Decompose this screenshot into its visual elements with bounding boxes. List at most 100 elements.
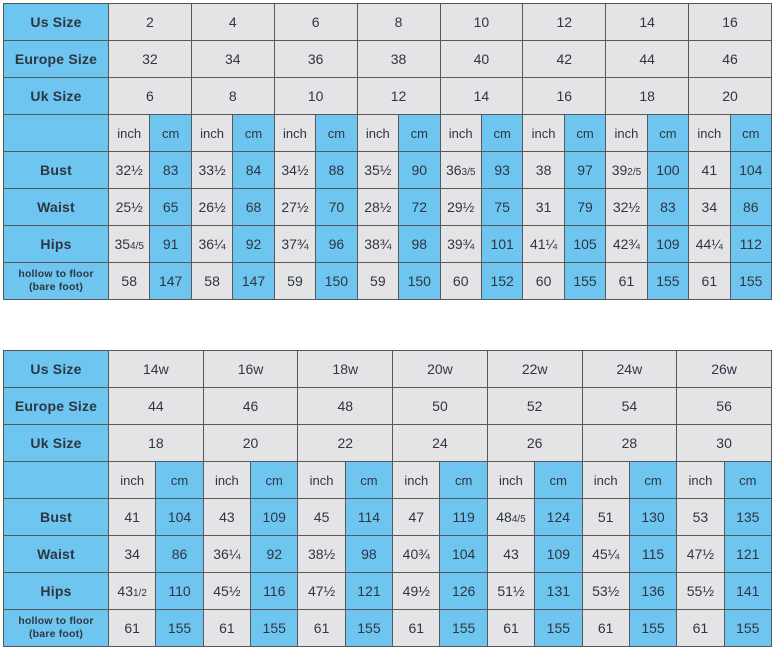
measurement-value-cell: 363/5 — [439, 151, 482, 189]
measurement-value-cell: 41 — [107, 498, 157, 536]
size-value-cell: 20 — [688, 77, 772, 115]
unit-header-cm: cm — [344, 461, 394, 499]
measurement-value-cell: 121 — [723, 535, 772, 573]
measurement-value-cell: 104 — [155, 498, 204, 536]
size-header-row: Uk Size 18 20 22 24 26 28 30 — [3, 424, 772, 462]
measurement-value-cell: 38 — [522, 151, 565, 189]
measurement-value-cell: 92 — [250, 535, 299, 573]
measurement-value-cell: 34 — [107, 535, 157, 573]
unit-header-cm: cm — [628, 461, 678, 499]
measurement-value-cell: 96 — [315, 225, 358, 263]
size-value-cell: 24w — [581, 350, 678, 388]
measurement-value-cell: 121 — [344, 572, 394, 610]
row-label-line1: hollow to floor — [18, 615, 94, 627]
size-value-cell: 14w — [108, 350, 204, 388]
unit-header-cm: cm — [534, 461, 583, 499]
value-whole: 48 — [496, 509, 512, 525]
measurement-value-cell: 53½ — [581, 572, 630, 610]
value-fraction: 2/5 — [627, 167, 642, 178]
row-label-uk-size: Uk Size — [3, 77, 109, 115]
measurement-value-cell: 484/5 — [486, 498, 536, 536]
measurement-value-cell: 53 — [676, 498, 725, 536]
table-spacer — [0, 300, 773, 350]
measurement-value-cell: 36¼ — [190, 225, 234, 263]
measurement-value-cell: 58 — [107, 262, 151, 300]
measurement-value-cell: 25½ — [107, 188, 151, 226]
size-header-row: Us Size 14w 16w 18w 20w 22w 24w 26w — [3, 350, 772, 388]
unit-header-inch: inch — [522, 114, 565, 152]
value-fraction: 3/5 — [461, 167, 476, 178]
row-label-europe-size: Europe Size — [3, 387, 109, 425]
measurement-value-cell: 61 — [486, 609, 536, 647]
measurement-value-cell: 109 — [646, 225, 690, 263]
unit-header-inch: inch — [392, 461, 441, 499]
measurement-value-cell: 43 — [486, 535, 536, 573]
size-header-row: Us Size 2 4 6 8 10 12 14 16 — [3, 3, 772, 41]
size-value-cell: 12 — [522, 3, 607, 41]
measurement-value-cell: 92 — [232, 225, 275, 263]
measurement-value-cell: 155 — [344, 609, 394, 647]
measurement-value-cell: 34 — [688, 188, 731, 226]
unit-header-row: inch cm inch cm inch cm inch cm inch cm inch cm inch… — [3, 114, 773, 152]
measurement-value-cell: 98 — [344, 535, 394, 573]
value-whole: 35 — [114, 236, 131, 252]
measurement-value-cell: 47 — [392, 498, 441, 536]
measurement-value-cell: 84 — [232, 151, 275, 189]
measurement-value-cell: 60 — [439, 262, 482, 300]
size-value-cell: 38 — [356, 40, 441, 78]
size-value-cell: 26 — [486, 424, 583, 462]
measurement-value-cell: 61 — [297, 609, 346, 647]
size-value-cell: 46 — [688, 40, 772, 78]
unit-header-cm: cm — [149, 114, 192, 152]
unit-row-blank-label — [3, 461, 109, 499]
value-fraction: 4/5 — [130, 241, 144, 252]
measurement-value-cell: 33½ — [190, 151, 234, 189]
size-value-cell: 2 — [108, 3, 192, 41]
unit-header-inch: inch — [107, 461, 157, 499]
size-value-cell: 18w — [297, 350, 394, 388]
unit-header-cm: cm — [398, 114, 441, 152]
value-fraction: 4/5 — [511, 514, 526, 525]
size-value-cell: 4 — [190, 3, 275, 41]
size-value-cell: 34 — [190, 40, 275, 78]
measurement-value-cell: 147 — [149, 262, 192, 300]
measurement-value-cell: 47½ — [676, 535, 725, 573]
measurement-value-cell: 115 — [628, 535, 678, 573]
measurement-value-cell: 58 — [190, 262, 234, 300]
measurement-value-cell: 55½ — [676, 572, 725, 610]
measurement-value-cell: 91 — [149, 225, 192, 263]
standard-size-chart-table: Us Size 2 4 6 8 10 12 14 16 Europe Size 32 34 36 38 40… — [3, 3, 773, 300]
size-value-cell: 20 — [202, 424, 299, 462]
measurement-value-cell: 130 — [628, 498, 678, 536]
measurement-value-cell: 72 — [398, 188, 441, 226]
measurement-value-cell: 155 — [563, 262, 607, 300]
row-label-hollow-to-floor: hollow to floor (bare foot) — [3, 262, 109, 300]
measurement-value-cell: 150 — [398, 262, 441, 300]
measurement-value-cell: 83 — [646, 188, 690, 226]
size-value-cell: 24 — [392, 424, 488, 462]
value-whole: 43 — [117, 583, 133, 599]
measurement-value-cell: 45½ — [202, 572, 252, 610]
measurement-value-cell: 155 — [628, 609, 678, 647]
measurement-value-cell: 49½ — [392, 572, 441, 610]
size-value-cell: 56 — [676, 387, 772, 425]
value-fraction: 1/2 — [133, 588, 147, 599]
measurement-value-cell: 47½ — [297, 572, 346, 610]
measurement-value-cell: 70 — [315, 188, 358, 226]
measurement-value-cell: 93 — [480, 151, 524, 189]
row-label-line1: hollow to floor — [18, 268, 94, 280]
measurement-value-cell: 116 — [250, 572, 299, 610]
measurement-value-cell: 32½ — [107, 151, 151, 189]
size-value-cell: 8 — [356, 3, 441, 41]
unit-header-inch: inch — [297, 461, 346, 499]
measurement-value-cell: 155 — [729, 262, 773, 300]
unit-header-inch: inch — [605, 114, 648, 152]
row-label-uk-size: Uk Size — [3, 424, 109, 462]
plus-size-chart-table: Us Size 14w 16w 18w 20w 22w 24w 26w Europe Size 4… — [3, 350, 772, 647]
size-value-cell: 14 — [439, 77, 524, 115]
measurement-value-cell: 100 — [646, 151, 690, 189]
measurement-value-cell: 141 — [723, 572, 772, 610]
size-value-cell: 8 — [190, 77, 275, 115]
measurement-value-cell: 155 — [155, 609, 204, 647]
measurement-value-cell: 31 — [522, 188, 565, 226]
